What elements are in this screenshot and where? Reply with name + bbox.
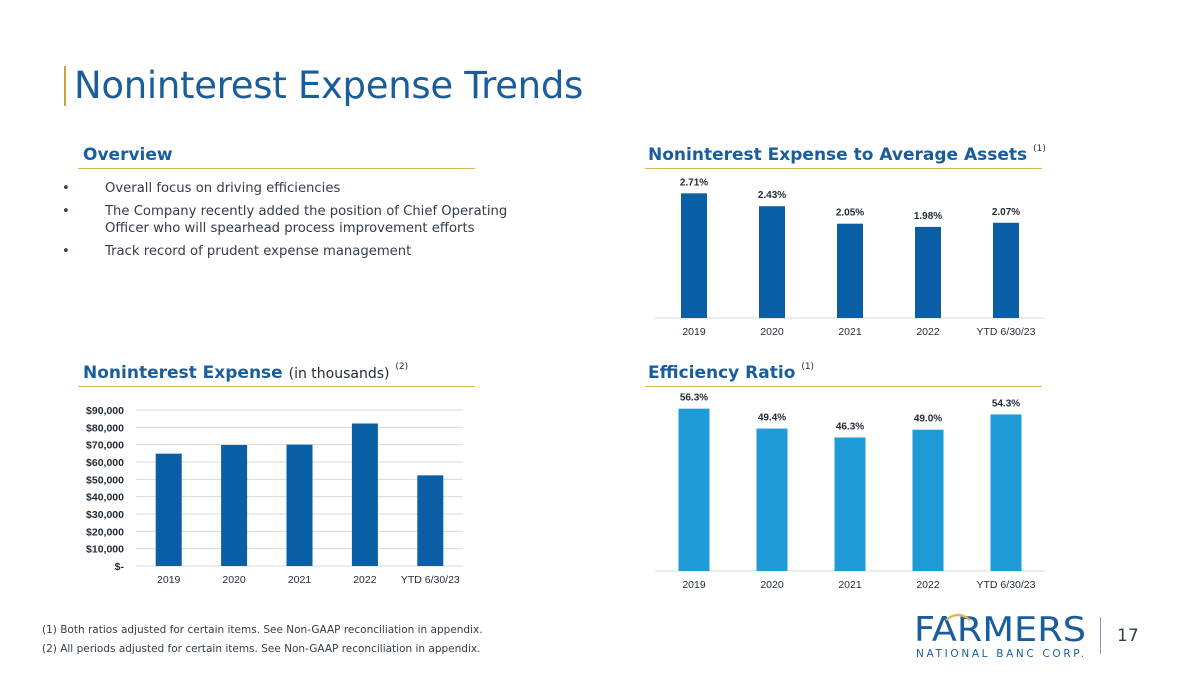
logo-wordmark: FARMERS: [914, 612, 1086, 650]
bar: [834, 437, 866, 571]
page-title: Noninterest Expense Trends: [74, 64, 583, 107]
overview-heading: Overview: [83, 145, 173, 165]
assets-chart-rule: [645, 168, 1042, 169]
x-tick-label: 2021: [288, 574, 312, 586]
data-label: 2.71%: [680, 177, 708, 188]
expense-chart-unit: (in thousands): [288, 366, 390, 382]
data-label: 54.3%: [992, 398, 1020, 409]
expense-chart-heading: Noninterest Expense (in thousands) (2): [83, 362, 409, 383]
bar: [993, 222, 1019, 318]
overview-bullet-list: Overall focus on driving efficiencies Th…: [62, 180, 522, 266]
bar: [990, 414, 1022, 571]
x-tick-label: YTD 6/30/23: [977, 579, 1036, 591]
assets-chart-title: Noninterest Expense to Average Assets: [648, 145, 1028, 165]
y-tick-label: $10,000: [86, 544, 124, 556]
x-tick-label: 2020: [760, 579, 784, 591]
overview-bullet: The Company recently added the position …: [62, 203, 522, 237]
x-tick-label: 2021: [838, 326, 862, 338]
x-tick-label: YTD 6/30/23: [401, 574, 460, 586]
farmers-logo: FARMERS NATIONAL BANC CORP.: [914, 612, 1086, 660]
overview-bullet: Track record of prudent expense manageme…: [62, 243, 522, 260]
page-number: 17: [1117, 626, 1139, 646]
efficiency-chart-title: Efficiency Ratio: [648, 363, 796, 383]
overview-bullet: Overall focus on driving efficiencies: [62, 180, 522, 197]
logo-tagline: NATIONAL BANC CORP.: [916, 648, 1084, 660]
title-accent-bar: [64, 66, 66, 106]
data-label: 49.4%: [758, 413, 786, 424]
data-label: 56.3%: [680, 393, 708, 404]
assets-chart-footnote-ref: (1): [1033, 144, 1046, 155]
x-tick-label: 2019: [682, 579, 706, 591]
x-tick-label: 2022: [916, 326, 940, 338]
y-tick-label: $50,000: [86, 474, 124, 486]
bar: [351, 423, 378, 566]
footnote-2: (2) All periods adjusted for certain ite…: [42, 643, 481, 655]
bar: [756, 428, 788, 571]
x-tick-label: 2022: [916, 579, 940, 591]
assets-chart-heading: Noninterest Expense to Average Assets (1…: [648, 144, 1046, 165]
bar: [681, 193, 707, 318]
logo-divider: [1100, 617, 1101, 654]
efficiency-chart-rule: [645, 386, 1042, 387]
efficiency-chart-footnote-ref: (1): [801, 362, 815, 373]
bar: [417, 475, 444, 566]
footnote-1: (1) Both ratios adjusted for certain ite…: [42, 624, 483, 636]
x-tick-label: 2021: [838, 579, 862, 591]
logo-swoosh-icon: [945, 613, 971, 621]
overview-rule: [78, 168, 475, 169]
efficiency-chart-heading: Efficiency Ratio (1): [648, 362, 815, 383]
bar: [912, 429, 944, 571]
overview-heading-text: Overview: [83, 145, 173, 165]
assets-ratio-chart: 2.71% 2019 2.43% 2020 2.05% 2021 1.98% 2022 2.07…: [655, 177, 1045, 338]
x-tick-label: 2020: [222, 574, 246, 586]
y-tick-label: $90,000: [86, 405, 124, 417]
bar: [837, 223, 863, 318]
y-tick-label: $80,000: [86, 422, 124, 434]
data-label: 49.0%: [914, 414, 942, 425]
x-tick-label: 2019: [682, 326, 706, 338]
expense-chart-footnote-ref: (2): [395, 362, 409, 373]
y-tick-label: $60,000: [86, 457, 124, 469]
y-tick-label: $-: [115, 561, 125, 573]
y-tick-label: $20,000: [86, 526, 124, 538]
y-tick-label: $70,000: [86, 440, 124, 452]
data-label: 2.43%: [758, 190, 786, 201]
x-tick-label: 2022: [353, 574, 377, 586]
y-tick-label: $40,000: [86, 492, 124, 504]
bar: [678, 408, 710, 571]
bar: [221, 445, 248, 566]
data-label: 46.3%: [836, 422, 864, 433]
bar: [286, 444, 313, 566]
data-label: 2.05%: [836, 208, 864, 219]
data-label: 2.07%: [992, 207, 1020, 218]
expense-chart-title: Noninterest Expense: [83, 363, 283, 383]
x-tick-label: 2020: [760, 326, 784, 338]
x-tick-label: YTD 6/30/23: [977, 326, 1036, 338]
expense-chart-rule: [78, 386, 475, 387]
expense-chart: $- $10,000 $20,000 $30,000 $40,000 $50,000 $60…: [86, 405, 463, 586]
bar: [759, 206, 785, 318]
bar: [155, 453, 182, 566]
efficiency-ratio-chart: 56.3% 2019 49.4% 2020 46.3% 2021 49.0% 2022 54.3…: [655, 393, 1045, 591]
x-tick-label: 2019: [157, 574, 181, 586]
bar: [915, 226, 941, 318]
data-label: 1.98%: [914, 211, 942, 222]
y-tick-label: $30,000: [86, 509, 124, 521]
